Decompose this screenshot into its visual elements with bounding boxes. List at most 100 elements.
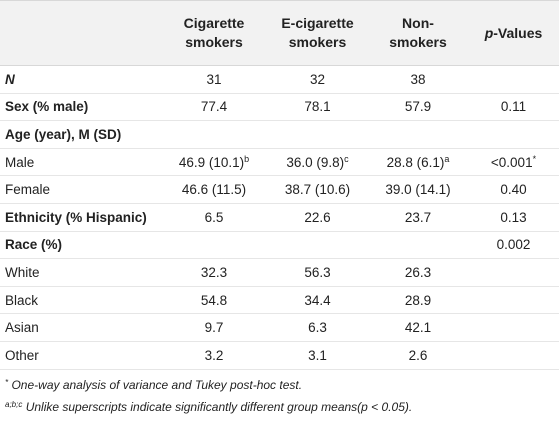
p-value-cell: 0.002 (468, 231, 559, 260)
ecigarette-cell (267, 120, 368, 149)
row-label: Asian (0, 313, 161, 342)
nonsmokers-cell: 42.1 (368, 313, 468, 342)
row-label: Sex (% male) (0, 93, 161, 122)
table-body: N 31 32 38 Sex (% male) 77.4 78.1 57.9 0.11 Age (… (0, 65, 559, 370)
table-row: Male 46.9 (10.1)b 36.0 (9.8)c 28.8 (6.1)a <0… (0, 148, 559, 177)
cigarette-cell: 3.2 (161, 341, 267, 370)
p-value-value: <0.001 (490, 154, 533, 170)
ecigarette-cell: 22.6 (267, 203, 368, 232)
nonsmokers-value: 42.1 (404, 320, 432, 336)
footnote-2-text: Unlike superscripts indicate significant… (25, 400, 413, 414)
nonsmokers-cell (368, 120, 468, 149)
cigarette-cell: 9.7 (161, 313, 267, 342)
cigarette-cell (161, 120, 267, 149)
nonsmokers-value: 39.0 (14.1) (385, 182, 451, 198)
p-value-value: 0.11 (500, 99, 527, 115)
cigarette-superscript: b (244, 153, 250, 164)
nonsmokers-value: 28.8 (6.1) (386, 154, 445, 170)
nonsmokers-value: 23.7 (404, 209, 432, 225)
header-p-rest: -Values (493, 24, 543, 41)
ecigarette-superscript: c (344, 153, 349, 164)
p-value-cell: <0.001* (468, 148, 559, 177)
table-row: Female 46.6 (11.5) 38.7 (10.6) 39.0 (14.1) 0… (0, 175, 559, 204)
table-row: Ethnicity (% Hispanic) 6.5 22.6 23.7 0.13 (0, 203, 559, 232)
row-label: Age (year), M (SD) (0, 120, 161, 149)
nonsmokers-cell: 28.9 (368, 286, 468, 315)
header-row: Cigarette smokers E-cigarette smokers No… (0, 0, 559, 66)
header-ecigarette-smokers: E-cigarette smokers (267, 0, 368, 66)
cigarette-cell: 54.8 (161, 286, 267, 315)
ecigarette-value: 78.1 (304, 99, 331, 115)
ecigarette-value: 56.3 (304, 264, 331, 280)
ecigarette-cell: 38.7 (10.6) (267, 175, 368, 204)
cigarette-cell: 32.3 (161, 258, 267, 287)
row-label: Other (0, 341, 161, 370)
footnote-1: * One-way analysis of variance and Tukey… (5, 374, 412, 396)
demographics-table: Cigarette smokers E-cigarette smokers No… (0, 0, 559, 370)
footnote-1-text: One-way analysis of variance and Tukey p… (11, 378, 303, 392)
cigarette-value: 6.5 (204, 209, 224, 225)
p-value-value: 0.40 (500, 182, 527, 198)
p-value-cell (468, 341, 559, 370)
nonsmokers-cell: 38 (368, 65, 468, 94)
cigarette-cell: 77.4 (161, 93, 267, 122)
ecigarette-cell: 34.4 (267, 286, 368, 315)
ecigarette-cell: 56.3 (267, 258, 368, 287)
ecigarette-value: 34.4 (304, 292, 331, 308)
nonsmokers-cell: 2.6 (368, 341, 468, 370)
header-nonsmokers: Non- smokers (368, 0, 468, 66)
p-value-cell (468, 286, 559, 315)
cigarette-value: 32.3 (200, 264, 228, 280)
row-label: White (0, 258, 161, 287)
nonsmokers-value: 26.3 (404, 264, 432, 280)
table-footnotes: * One-way analysis of variance and Tukey… (5, 374, 412, 418)
nonsmokers-value: 38 (410, 71, 426, 87)
header-nonsmokers-line1: Non- (402, 15, 434, 31)
table-row: Black 54.8 34.4 28.9 (0, 286, 559, 315)
nonsmokers-cell: 57.9 (368, 93, 468, 122)
p-value-cell: 0.13 (468, 203, 559, 232)
cigarette-value: 31 (206, 71, 222, 87)
ecigarette-value: 22.6 (304, 209, 331, 225)
ecigarette-value: 36.0 (9.8) (286, 154, 345, 170)
p-value-cell: 0.40 (468, 175, 559, 204)
p-value-cell: 0.11 (468, 93, 559, 122)
header-cigarette-line1: Cigarette (183, 15, 245, 31)
cigarette-cell: 46.9 (10.1)b (161, 148, 267, 177)
nonsmokers-cell: 28.8 (6.1)a (368, 148, 468, 177)
nonsmokers-superscript: a (444, 153, 450, 164)
cigarette-value: 46.9 (10.1) (178, 154, 245, 170)
p-value-cell (468, 65, 559, 94)
ecigarette-cell: 6.3 (267, 313, 368, 342)
header-p-italic: p (484, 24, 494, 41)
p-value-cell (468, 120, 559, 149)
nonsmokers-cell: 26.3 (368, 258, 468, 287)
p-value-value: 0.13 (500, 209, 527, 225)
cigarette-cell: 6.5 (161, 203, 267, 232)
p-value-value: 0.002 (496, 237, 531, 253)
cigarette-value: 77.4 (200, 99, 228, 115)
ecigarette-value: 3.1 (308, 347, 327, 363)
ecigarette-value: 6.3 (308, 320, 327, 336)
table-row: Race (%) 0.002 (0, 231, 559, 260)
nonsmokers-cell (368, 231, 468, 260)
nonsmokers-value: 2.6 (408, 347, 428, 363)
row-label: Ethnicity (% Hispanic) (0, 203, 161, 232)
cigarette-value: 9.7 (204, 320, 224, 336)
nonsmokers-value: 57.9 (404, 99, 432, 115)
header-p-values: p-Values (468, 0, 559, 66)
cigarette-cell: 46.6 (11.5) (161, 175, 267, 204)
footnote-2-mark: a;b;c (5, 400, 23, 409)
ecigarette-value: 32 (309, 71, 326, 87)
row-label: Race (%) (0, 231, 161, 260)
ecigarette-cell: 3.1 (267, 341, 368, 370)
row-label: Female (0, 175, 161, 204)
nonsmokers-value: 28.9 (404, 292, 432, 308)
table-row: Sex (% male) 77.4 78.1 57.9 0.11 (0, 93, 559, 122)
table-header: Cigarette smokers E-cigarette smokers No… (0, 0, 559, 66)
row-label: N (0, 65, 161, 94)
ecigarette-cell: 32 (267, 65, 368, 94)
ecigarette-value: 38.7 (10.6) (284, 182, 351, 198)
row-label: Male (0, 148, 161, 177)
